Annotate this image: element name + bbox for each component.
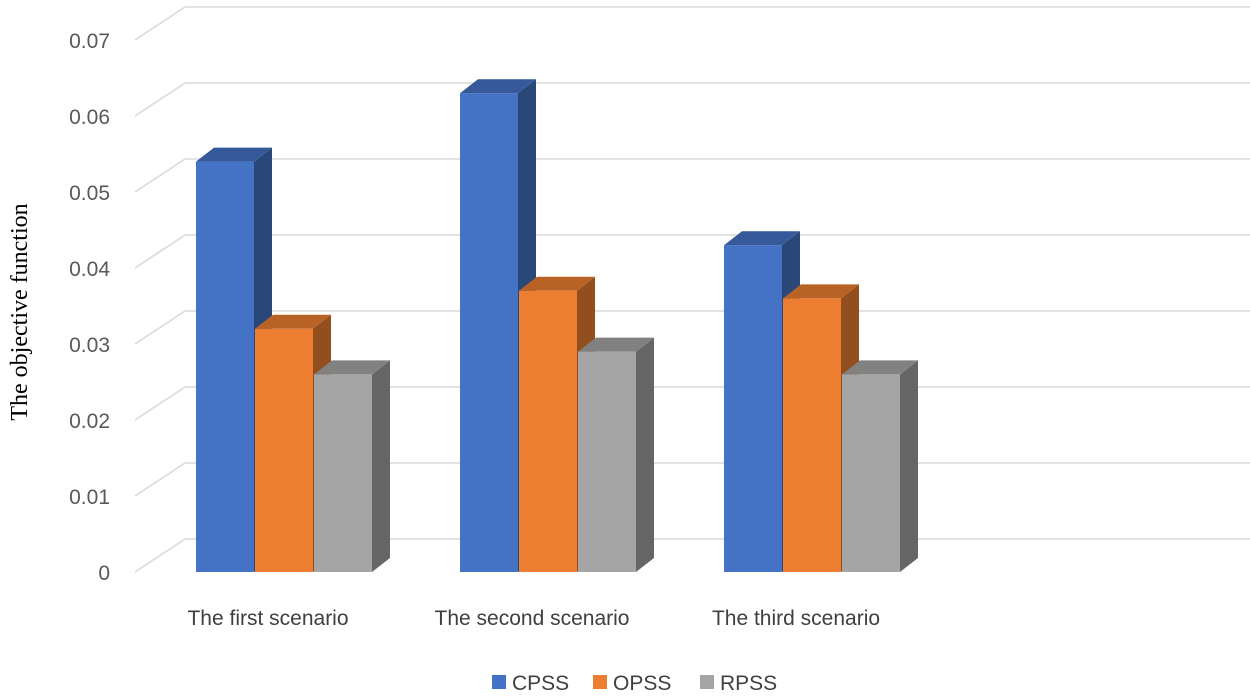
- bar-side-face: [372, 360, 390, 572]
- y-tick-label: 0.01: [69, 486, 110, 509]
- y-axis-ticks: 0 0.01 0.02 0.03 0.04 0.05 0.06 0.07: [69, 30, 110, 585]
- bar-top-face: [519, 276, 595, 291]
- x-axis-categories: The first scenario The second scenario The…: [187, 607, 880, 630]
- legend-label: CPSS: [512, 672, 569, 695]
- bar-top-face: [783, 284, 859, 299]
- bar-front-face: [724, 245, 782, 572]
- legend-swatch: [700, 675, 714, 689]
- legend-item-cpss: CPSS: [492, 672, 569, 695]
- gridline: [134, 234, 1250, 269]
- gridlines: [134, 6, 1250, 573]
- y-tick-label: 0.05: [69, 182, 110, 205]
- gridline: [134, 158, 1250, 193]
- bar-cpss-1: [196, 147, 272, 572]
- bars: [196, 79, 918, 572]
- bar-rpss-3: [842, 360, 918, 572]
- y-tick-label: 0: [98, 562, 110, 585]
- bar-top-face: [314, 360, 390, 375]
- y-tick-label: 0.03: [69, 334, 110, 357]
- y-tick-label: 0.07: [69, 30, 110, 53]
- y-tick-label: 0.04: [69, 258, 110, 281]
- bar-cpss-2: [460, 79, 536, 572]
- bar-top-face: [255, 314, 331, 329]
- bar-front-face: [783, 298, 841, 572]
- y-axis-title: The objective function: [7, 203, 33, 420]
- bar-front-face: [842, 374, 900, 572]
- legend-swatch: [492, 675, 506, 689]
- legend-label: RPSS: [720, 672, 777, 695]
- bar-front-face: [196, 161, 254, 572]
- bar-front-face: [255, 328, 313, 572]
- bar-rpss-2: [578, 337, 654, 572]
- y-tick-label: 0.06: [69, 106, 110, 129]
- bar-side-face: [636, 337, 654, 572]
- bar-front-face: [460, 93, 518, 572]
- x-category-label: The first scenario: [187, 607, 348, 630]
- bar-top-face: [578, 337, 654, 352]
- bar-side-face: [900, 360, 918, 572]
- legend: CPSS OPSS RPSS: [492, 672, 777, 695]
- bar-front-face: [314, 374, 372, 572]
- y-tick-label: 0.02: [69, 410, 110, 433]
- gridline: [134, 310, 1250, 345]
- gridline: [134, 82, 1250, 117]
- bar-top-face: [196, 147, 272, 162]
- bar-rpss-1: [314, 360, 390, 572]
- legend-item-rpss: RPSS: [700, 672, 777, 695]
- bar-top-face: [842, 360, 918, 375]
- bar-top-face: [724, 231, 800, 246]
- gridline: [134, 6, 1250, 41]
- legend-swatch: [593, 675, 607, 689]
- legend-item-opss: OPSS: [593, 672, 671, 695]
- bar-front-face: [519, 290, 577, 572]
- x-category-label: The third scenario: [712, 607, 880, 630]
- bar-front-face: [578, 351, 636, 572]
- bar-top-face: [460, 79, 536, 94]
- legend-label: OPSS: [613, 672, 671, 695]
- x-category-label: The second scenario: [435, 607, 630, 630]
